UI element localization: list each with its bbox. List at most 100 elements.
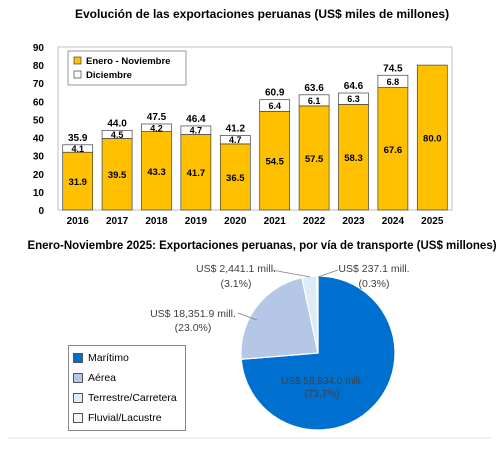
legend-item-terrestre: Terrestre/Carretera — [73, 388, 181, 408]
slice-value-label: US$ 58,934.0 mill. — [281, 376, 363, 387]
legend-label: Enero - Noviembre — [86, 56, 170, 67]
x-tick-label: 2025 — [421, 216, 444, 227]
legend-swatch — [73, 353, 83, 363]
bar-chart: 0 10 20 30 40 50 60 70 80 90 31.9 4.135.9 2016 39.5 4.… — [33, 43, 453, 227]
bar-value-label: 54.5 — [265, 157, 284, 168]
bar-value-label: 4.7 — [190, 126, 203, 136]
bar-value-label: 80.0 — [423, 134, 442, 145]
bar-total-label: 64.6 — [344, 81, 364, 92]
x-tick-label: 2021 — [264, 216, 287, 227]
bar-enero-noviembre — [377, 87, 409, 211]
bar-value-label: 4.5 — [111, 130, 124, 140]
legend-label: Marítimo — [88, 352, 129, 364]
bar-value-label: 6.3 — [347, 94, 360, 104]
y-tick-label: 0 — [38, 206, 44, 217]
y-tick-label: 50 — [33, 115, 45, 126]
x-tick-label: 2023 — [342, 216, 365, 227]
leader-line — [271, 269, 311, 278]
y-tick-label: 60 — [33, 97, 45, 108]
legend-item-aerea: Aérea — [73, 368, 181, 388]
legend-swatch — [73, 70, 82, 79]
leader-line — [237, 312, 258, 321]
y-tick-label: 20 — [33, 170, 45, 181]
bar-enero-noviembre — [141, 131, 172, 211]
x-tick-label: 2017 — [106, 216, 129, 227]
bar-value-label: 43.3 — [147, 167, 166, 178]
legend-item-maritimo: Marítimo — [73, 348, 181, 368]
bar-total-label: 47.5 — [147, 112, 167, 123]
pie-legend: Marítimo Aérea Terrestre/Carretera Fluvi… — [68, 345, 186, 431]
y-tick-label: 40 — [33, 134, 45, 145]
bar-diciembre — [141, 123, 172, 132]
bar-total-label: 41.2 — [226, 123, 246, 134]
y-tick-label: 10 — [33, 188, 45, 199]
legend-swatch — [73, 393, 83, 403]
slice-percent-label: (3.1%) — [221, 278, 252, 290]
y-tick-label: 30 — [33, 152, 45, 163]
bar-value-label: 6.8 — [387, 77, 400, 87]
slice-percent-label: (0.3%) — [359, 278, 390, 290]
bar-value-label: 4.2 — [150, 123, 163, 133]
bar-total-label: 60.9 — [265, 88, 285, 99]
slice-value-label: US$ 2,441.1 mill. — [196, 263, 276, 275]
bar-legend-box — [67, 50, 187, 86]
slice-value-label: US$ 237.1 mill. — [338, 263, 409, 275]
bar-value-label: 4.7 — [229, 135, 242, 145]
bar-total-label: 44.0 — [107, 118, 127, 129]
bar-value-label: 31.9 — [68, 177, 87, 188]
bar-value-label: 39.5 — [108, 170, 127, 181]
bar-diciembre — [259, 99, 291, 112]
bar-total-label: 46.4 — [186, 114, 206, 125]
bar-chart-title: Evolución de las exportaciones peruanas … — [75, 7, 449, 21]
legend-swatch — [73, 413, 83, 423]
slice-percent-label: (23.0%) — [175, 322, 212, 334]
bar-value-label: 58.3 — [344, 153, 363, 164]
bar-enero-noviembre — [219, 143, 251, 211]
bar-enero-noviembre — [338, 104, 369, 211]
slice-value-label: US$ 18,351.9 mill. — [150, 308, 236, 320]
x-tick-label: 2020 — [224, 216, 247, 227]
legend-swatch — [73, 373, 83, 383]
bar-diciembre — [219, 135, 251, 145]
y-tick-label: 80 — [33, 61, 45, 72]
x-tick-label: 2019 — [185, 216, 208, 227]
bar-value-label: 4.1 — [71, 144, 84, 154]
bar-enero-noviembre — [180, 134, 212, 211]
bar-diciembre — [377, 74, 409, 88]
legend-swatch — [73, 56, 82, 65]
x-tick-label: 2022 — [303, 216, 326, 227]
bar-value-label: 41.7 — [187, 168, 206, 179]
plot-frame — [57, 46, 453, 211]
bar-value-label: 67.6 — [384, 145, 403, 156]
pie-slice — [240, 276, 319, 360]
bar-value-label: 57.5 — [305, 154, 324, 165]
bar-value-label: 6.4 — [268, 101, 281, 111]
leader-line — [317, 269, 339, 278]
legend-label: Terrestre/Carretera — [88, 392, 177, 404]
legend-item-fluvial: Fluvial/Lacustre — [73, 408, 181, 428]
legend-label: Diciembre — [86, 70, 132, 81]
pie-chart: US$ 58,934.0 mill. (73.7%) US$ 18,351.9 mi… — [150, 263, 410, 431]
bar-total-label: 74.5 — [383, 63, 403, 74]
x-tick-label: 2018 — [145, 216, 168, 227]
bar-value-label: 36.5 — [226, 173, 245, 184]
y-tick-label: 70 — [33, 79, 45, 90]
bar-enero-noviembre — [416, 64, 448, 211]
pie-slice — [315, 275, 319, 354]
x-tick-label: 2016 — [67, 216, 90, 227]
x-tick-label: 2024 — [382, 216, 405, 227]
bar-diciembre — [338, 92, 369, 105]
bar-diciembre — [62, 144, 94, 153]
slice-percent-label: (73.7%) — [304, 389, 339, 400]
bar-diciembre — [298, 94, 330, 107]
bar-total-label: 35.9 — [68, 133, 88, 144]
legend-label: Fluvial/Lacustre — [88, 412, 162, 424]
bar-enero-noviembre — [298, 105, 330, 211]
bar-value-label: 6.1 — [308, 96, 321, 106]
bar-diciembre — [101, 129, 133, 139]
pie-chart-title: Enero-Noviembre 2025: Exportaciones peru… — [27, 240, 496, 252]
bar-total-label: 63.6 — [304, 83, 324, 94]
y-tick-label: 90 — [33, 43, 45, 54]
bar-diciembre — [180, 125, 212, 135]
